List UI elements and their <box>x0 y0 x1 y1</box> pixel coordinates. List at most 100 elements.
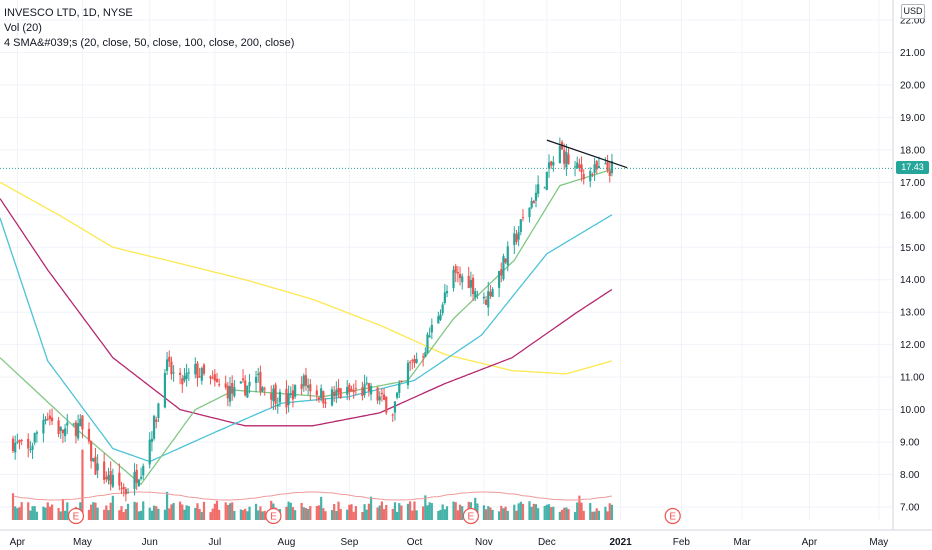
volume-bar <box>29 510 32 520</box>
candle-body <box>272 388 275 402</box>
volume-bar <box>361 512 364 520</box>
volume-bar <box>291 507 295 520</box>
earnings-label: E <box>73 512 80 523</box>
volume-bar <box>198 508 201 520</box>
volume-bar <box>241 510 245 520</box>
candle-body <box>467 275 470 289</box>
candle-body <box>194 363 197 375</box>
symbol-title[interactable]: INVESCO LTD, 1D, NYSE <box>4 7 133 19</box>
volume-bar <box>515 510 518 520</box>
volume-bar <box>391 508 394 520</box>
candle-body <box>515 234 518 242</box>
candle-body <box>476 294 479 296</box>
volume-bar <box>369 496 373 520</box>
candle-body <box>330 389 334 406</box>
volume-bar <box>333 504 336 520</box>
candle-body <box>257 373 260 376</box>
candle-body <box>534 192 538 201</box>
candle-body <box>361 387 364 397</box>
y-tick-label: 18.00 <box>900 145 925 156</box>
x-tick-label: Jun <box>142 537 158 548</box>
candle-body <box>320 388 323 399</box>
y-tick-label: 16.00 <box>900 210 925 221</box>
candle-body <box>42 420 45 434</box>
candle-body <box>11 438 15 451</box>
volume-bar <box>202 501 206 520</box>
candle-body <box>324 402 327 404</box>
candle-body <box>59 427 62 431</box>
volume-bar <box>426 505 429 520</box>
candlesticks <box>11 137 614 502</box>
candle-body <box>482 296 486 299</box>
volume-bar <box>461 506 464 520</box>
volume-bar <box>157 508 160 520</box>
candle-body <box>606 161 609 171</box>
volume-bar <box>424 495 427 520</box>
x-tick-label: Dec <box>538 537 556 548</box>
candle-body <box>339 388 342 398</box>
currency-badge[interactable]: USD <box>901 4 925 19</box>
candle-body <box>413 359 416 364</box>
candle-body <box>580 164 583 173</box>
volume-bar <box>398 503 401 520</box>
candle-body <box>382 394 386 400</box>
candle-body <box>550 161 553 166</box>
volume-bar <box>534 504 538 520</box>
y-tick-label: 14.00 <box>900 275 925 286</box>
volume-bar <box>593 511 596 520</box>
volume-bar <box>565 507 568 520</box>
sma-indicator-label[interactable]: 4 SMA&#039;s (20, close, 50, close, 100,… <box>4 37 295 49</box>
candle-body <box>239 381 242 384</box>
candle-body <box>254 376 258 383</box>
y-tick-label: 7.00 <box>900 503 920 514</box>
x-tick-label: Oct <box>407 537 423 548</box>
volume-bar <box>148 507 151 520</box>
candle-body <box>261 387 264 392</box>
candle-body <box>484 299 488 305</box>
candle-body <box>337 387 340 393</box>
volume-bar <box>504 506 507 520</box>
x-tick-label: 2021 <box>609 537 632 548</box>
x-tick-label: Apr <box>10 537 26 548</box>
volume-bar <box>491 509 494 520</box>
volume-bar <box>228 503 232 520</box>
candle-body <box>458 274 462 279</box>
candle-body <box>48 415 52 420</box>
candle-body <box>35 432 38 434</box>
sma200-line <box>0 181 613 375</box>
volume-bar <box>257 510 260 520</box>
candle-body <box>14 442 17 453</box>
candle-body <box>66 422 69 426</box>
candle-body <box>443 292 446 304</box>
candle-body <box>224 383 227 388</box>
volume-bar <box>215 500 219 520</box>
candle-body <box>422 356 425 358</box>
volume-bar <box>14 506 17 520</box>
volume-bar <box>94 502 97 520</box>
volume-bar <box>428 502 431 520</box>
candle-body <box>215 378 219 382</box>
volume-bar <box>430 503 433 520</box>
candle-body <box>139 476 143 479</box>
candle-body <box>348 384 351 393</box>
volume-bar <box>502 508 505 520</box>
candle-body <box>346 387 349 395</box>
volume-bar <box>487 506 490 520</box>
x-tick-label: May <box>869 537 888 548</box>
candle-body <box>471 277 475 295</box>
volume-bar <box>50 504 54 520</box>
candle-body <box>428 335 431 338</box>
candle-body <box>77 423 80 439</box>
earnings-circle <box>67 507 85 525</box>
volume-indicator-label[interactable]: Vol (20) <box>4 22 42 34</box>
volume-bar <box>580 502 583 520</box>
candle-body <box>424 352 427 357</box>
x-tick-label: Feb <box>673 537 691 548</box>
volume-bar <box>66 502 69 520</box>
candle-body <box>309 384 312 392</box>
candle-body <box>233 386 236 397</box>
candle-body <box>137 479 140 486</box>
volume-bar <box>547 504 551 520</box>
sma50-line <box>0 214 613 463</box>
